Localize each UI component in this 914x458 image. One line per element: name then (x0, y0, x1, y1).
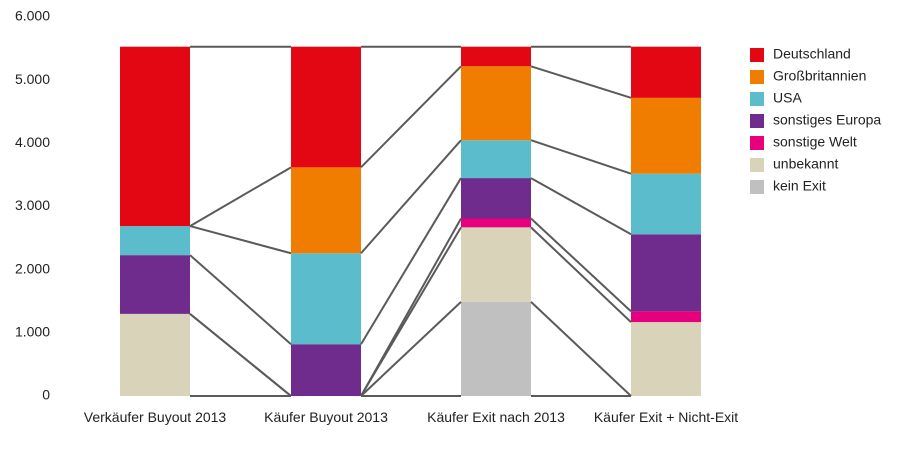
flow-line (189, 166, 292, 227)
flow-line (530, 65, 632, 99)
y-tick-label: 3.000 (15, 197, 50, 213)
y-tick-label: 6.000 (15, 8, 50, 24)
flow-line (360, 177, 462, 345)
bar-segment (461, 66, 531, 141)
legend-swatch (750, 70, 764, 84)
legend-swatch (750, 48, 764, 62)
bar-segment (120, 46, 190, 227)
bar-segment (461, 227, 531, 302)
flow-line (360, 226, 462, 397)
bar-segment (631, 311, 701, 323)
bar-segment (461, 301, 531, 396)
bar-segment (120, 226, 190, 256)
flow-line (189, 225, 292, 255)
label-line: Verkäufer Buyout 2013 (84, 409, 227, 425)
flow-line (189, 254, 292, 345)
flow-line (530, 177, 632, 236)
legend-swatch (750, 158, 764, 172)
label-line: Käufer Buyout 2013 (264, 409, 388, 425)
bar-segment (461, 178, 531, 219)
flow-line (360, 65, 462, 169)
flow-line (530, 226, 632, 323)
flow-line (530, 217, 632, 313)
flow-line (189, 313, 292, 397)
bar-segment (291, 344, 361, 396)
bar-segment (120, 255, 190, 314)
y-tick-label: 1.000 (15, 324, 50, 340)
bar-segment (631, 173, 701, 235)
bar-segment (631, 234, 701, 312)
x-tick-label: Käufer Exit nach 2013 (427, 409, 565, 425)
flow-line (530, 301, 632, 397)
bar-segment (631, 46, 701, 98)
y-tick-label: 2.000 (15, 260, 50, 276)
x-tick-label: Käufer Buyout 2013 (264, 409, 388, 425)
legend-label: sonstiges Europa (773, 112, 881, 128)
flow-line (360, 139, 462, 254)
bar-segment (461, 46, 531, 67)
flow-line (360, 301, 462, 397)
label-line: Käufer Exit nach 2013 (427, 409, 565, 425)
legend-label: kein Exit (773, 178, 826, 194)
x-tick-label: Käufer Exit + Nicht-Exit (594, 409, 738, 425)
legend-swatch (750, 92, 764, 106)
y-tick-label: 0 (42, 387, 50, 403)
y-tick-label: 5.000 (15, 71, 50, 87)
legend-label: Großbritannien (773, 68, 866, 84)
legend-label: sonstige Welt (773, 134, 857, 150)
bar-segment (291, 253, 361, 345)
legend-label: unbekannt (773, 156, 839, 172)
legend-swatch (750, 136, 764, 150)
bar-segment (631, 97, 701, 174)
label-line: Käufer Exit + Nicht-Exit (594, 409, 738, 425)
bar-segment (461, 218, 531, 228)
bar-segment (291, 167, 361, 254)
bar-segment (461, 140, 531, 179)
x-tick-label: Verkäufer Buyout 2013 (84, 409, 227, 425)
bar-segment (631, 322, 701, 396)
legend-label: Deutschland (773, 46, 851, 62)
bar-segment (120, 313, 190, 396)
bar-segment (291, 46, 361, 168)
legend-swatch (750, 114, 764, 128)
legend-swatch (750, 180, 764, 194)
y-tick-label: 4.000 (15, 134, 50, 150)
legend-label: USA (773, 90, 802, 106)
flow-line (530, 139, 632, 175)
